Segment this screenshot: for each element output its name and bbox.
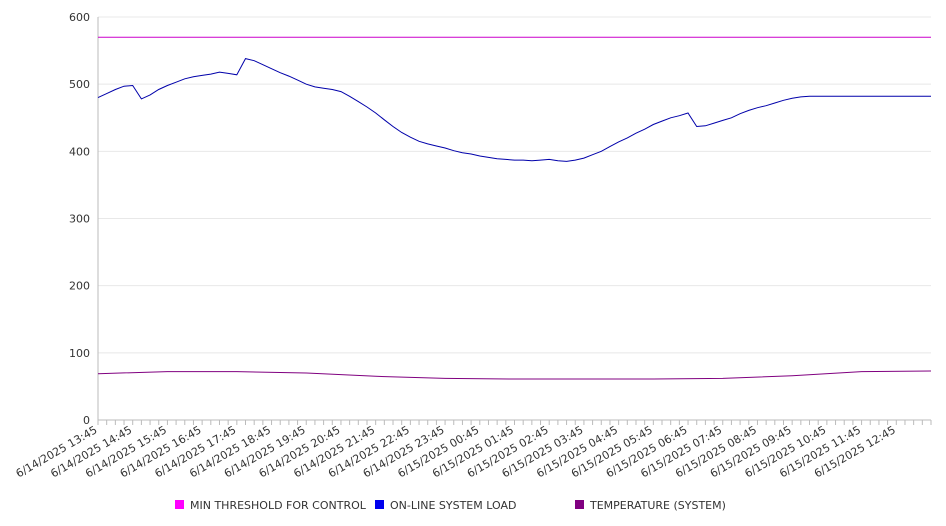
x-axis-ticks: 6/14/2025 13:456/14/2025 14:456/14/2025 …: [14, 420, 932, 480]
y-tick-label: 0: [83, 414, 90, 427]
y-tick-label: 100: [69, 347, 90, 360]
legend-swatch-2: [575, 500, 584, 509]
y-tick-label: 600: [69, 11, 90, 24]
series-line-1: [97, 58, 931, 162]
legend-swatch-0: [175, 500, 184, 509]
y-tick-label: 200: [69, 280, 90, 293]
legend-label-1: ON-LINE SYSTEM LOAD: [390, 499, 516, 512]
legend-label-2: TEMPERATURE (SYSTEM): [589, 499, 726, 512]
y-tick-label: 400: [69, 145, 90, 158]
grid-lines: [98, 16, 931, 354]
legend-label-0: MIN THRESHOLD FOR CONTROL: [190, 499, 367, 512]
legend-swatch-1: [375, 500, 384, 509]
series-line-2: [97, 370, 932, 380]
y-axis-ticks: 0 100 200 300 400 500 600: [69, 11, 90, 427]
y-tick-label: 500: [69, 78, 90, 91]
series-lines: [97, 36, 932, 380]
y-tick-label: 300: [69, 213, 90, 226]
legend: MIN THRESHOLD FOR CONTROL ON-LINE SYSTEM …: [175, 499, 726, 512]
